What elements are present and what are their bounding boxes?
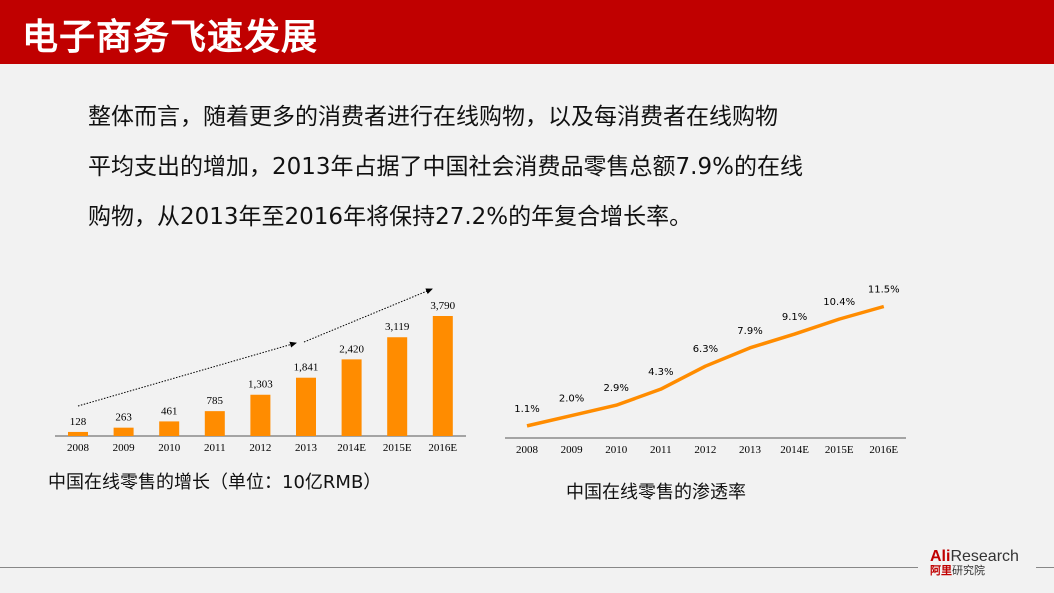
x-tick-label: 2015E	[825, 444, 854, 456]
bar	[204, 411, 225, 436]
footer-divider	[1036, 567, 1054, 568]
x-tick-label: 2014E	[337, 442, 366, 454]
x-tick-label: 2008	[516, 444, 539, 456]
x-tick-label: 2011	[650, 444, 672, 456]
x-tick-label: 2014E	[780, 444, 809, 456]
data-label: 9.1%	[782, 312, 807, 323]
data-label: 2,420	[339, 343, 364, 355]
x-tick-label: 2009	[113, 442, 136, 454]
bar-chart-caption: 中国在线零售的增长（单位：10亿RMB）	[48, 472, 382, 493]
data-label: 263	[115, 412, 132, 424]
slide-title: 电子商务飞速发展	[22, 17, 319, 58]
bar	[432, 316, 453, 436]
data-label: 3,790	[430, 300, 455, 312]
bar	[159, 421, 180, 436]
bar	[113, 427, 134, 436]
x-tick-label: 2015E	[383, 442, 412, 454]
x-tick-label: 2016E	[428, 442, 457, 454]
x-tick-label: 2011	[204, 442, 226, 454]
x-tick-label: 2012	[249, 442, 271, 454]
data-label: 4.3%	[648, 367, 673, 378]
data-label: 7.9%	[737, 326, 762, 337]
footer-divider	[0, 567, 918, 568]
bar	[250, 394, 271, 436]
data-label: 2.0%	[559, 394, 584, 405]
data-label: 785	[207, 395, 224, 407]
bar	[68, 431, 88, 436]
aliresearch-logo: AliResearch 阿里研究院	[930, 548, 1019, 578]
paragraph-line: 平均支出的增加，2013年占据了中国社会消费品零售总额7.9%的在线	[88, 154, 803, 180]
data-label: 461	[161, 405, 178, 417]
x-tick-label: 2009	[561, 444, 584, 456]
trend-arrow	[303, 288, 433, 343]
data-label: 11.5%	[868, 285, 900, 296]
data-label: 10.4%	[823, 297, 855, 308]
data-label: 2.9%	[603, 383, 628, 394]
x-tick-label: 2012	[694, 444, 716, 456]
x-tick-label: 2008	[67, 442, 90, 454]
trend-arrow	[77, 341, 297, 407]
x-tick-label: 2013	[739, 444, 762, 456]
bar	[296, 377, 316, 436]
series-line	[526, 304, 885, 428]
line-chart-caption: 中国在线零售的渗透率	[566, 482, 746, 503]
paragraph-line: 整体而言，随着更多的消费者进行在线购物，以及每消费者在线购物	[88, 104, 778, 130]
bar	[341, 359, 362, 436]
paragraph-line: 购物，从2013年至2016年将保持27.2%的年复合增长率。	[88, 204, 693, 230]
x-tick-label: 2010	[605, 444, 628, 456]
bar	[387, 337, 408, 436]
data-label: 128	[70, 416, 87, 428]
title-bar: 电子商务飞速发展	[0, 0, 1054, 64]
data-label: 1.1%	[514, 404, 539, 415]
x-tick-label: 2013	[295, 442, 318, 454]
data-label: 1,303	[248, 379, 273, 391]
x-tick-label: 2010	[158, 442, 181, 454]
data-label: 3,119	[385, 321, 410, 333]
body-paragraph: 整体而言，随着更多的消费者进行在线购物，以及每消费者在线购物 平均支出的增加，2…	[88, 92, 908, 242]
data-label: 6.3%	[693, 344, 718, 355]
x-tick-label: 2016E	[869, 444, 898, 456]
data-label: 1,841	[294, 362, 319, 374]
